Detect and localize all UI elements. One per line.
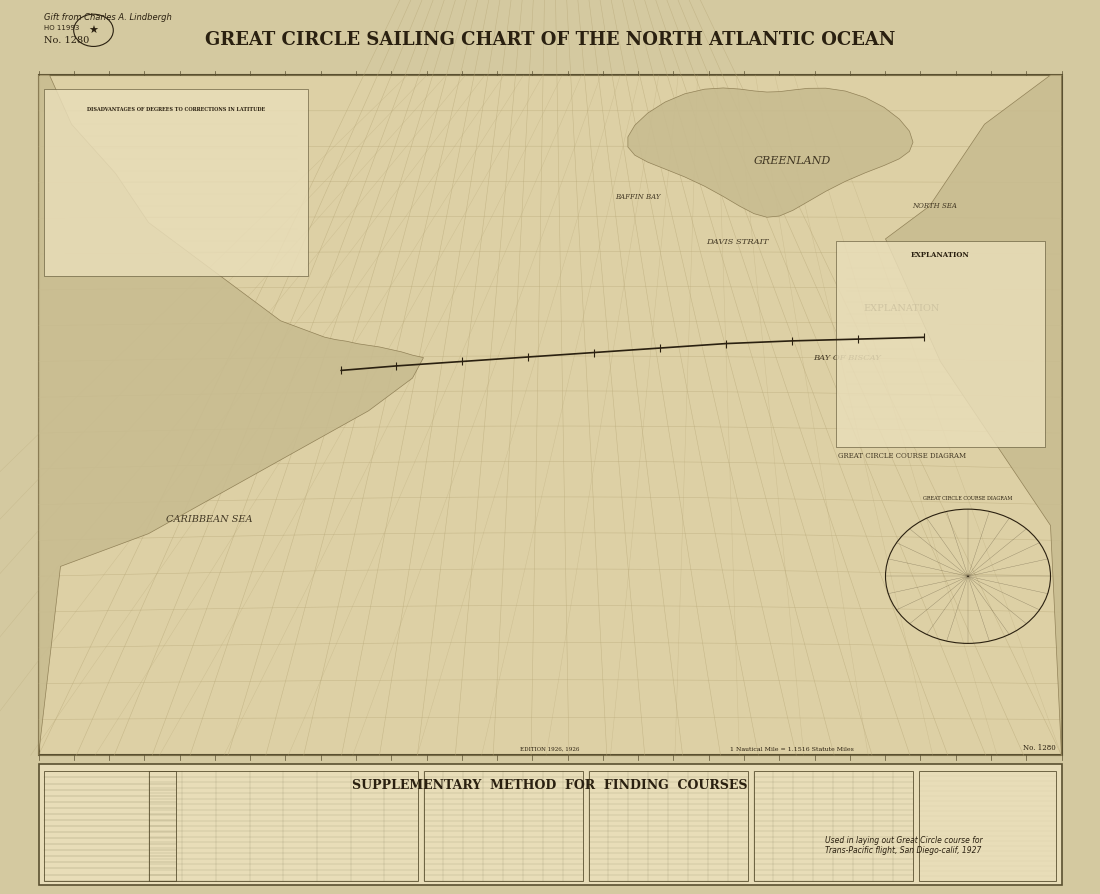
FancyBboxPatch shape bbox=[44, 89, 308, 277]
Text: ★: ★ bbox=[88, 26, 99, 37]
Polygon shape bbox=[886, 76, 1062, 755]
Text: CARIBBEAN SEA: CARIBBEAN SEA bbox=[166, 514, 252, 523]
Bar bbox=[588, 772, 748, 881]
Bar bbox=[148, 772, 418, 881]
Text: GREAT CIRCLE COURSE DIAGRAM: GREAT CIRCLE COURSE DIAGRAM bbox=[838, 452, 966, 460]
Text: BAY OF BISCAY: BAY OF BISCAY bbox=[813, 354, 881, 361]
Bar bbox=[39, 76, 1062, 755]
Polygon shape bbox=[628, 89, 913, 218]
Bar bbox=[44, 772, 176, 881]
Polygon shape bbox=[39, 76, 424, 755]
Bar bbox=[39, 764, 1062, 885]
Bar bbox=[918, 772, 1056, 881]
Text: Gift from Charles A. Lindbergh: Gift from Charles A. Lindbergh bbox=[44, 13, 172, 22]
Bar bbox=[424, 772, 583, 881]
Text: No. 1280: No. 1280 bbox=[44, 36, 89, 45]
Text: EXPLANATION: EXPLANATION bbox=[864, 304, 940, 313]
Text: GREENLAND: GREENLAND bbox=[754, 156, 830, 166]
Text: HO 11993: HO 11993 bbox=[44, 25, 79, 31]
Text: 1 Nautical Mile = 1.1516 Statute Miles: 1 Nautical Mile = 1.1516 Statute Miles bbox=[730, 746, 854, 751]
Text: BAFFIN BAY: BAFFIN BAY bbox=[615, 193, 661, 200]
Text: GREAT CIRCLE SAILING CHART OF THE NORTH ATLANTIC OCEAN: GREAT CIRCLE SAILING CHART OF THE NORTH … bbox=[205, 31, 895, 49]
Text: GREAT CIRCLE COURSE DIAGRAM: GREAT CIRCLE COURSE DIAGRAM bbox=[923, 495, 1013, 501]
Text: EXPLANATION: EXPLANATION bbox=[911, 250, 970, 258]
Text: DAVIS STRAIT: DAVIS STRAIT bbox=[706, 238, 768, 245]
Text: No. 1280: No. 1280 bbox=[1023, 743, 1056, 751]
Text: NORTH SEA: NORTH SEA bbox=[913, 202, 957, 209]
Bar bbox=[754, 772, 913, 881]
Text: SUPPLEMENTARY  METHOD  FOR  FINDING  COURSES: SUPPLEMENTARY METHOD FOR FINDING COURSES bbox=[352, 778, 748, 791]
Text: EDITION 1926, 1926: EDITION 1926, 1926 bbox=[520, 746, 580, 751]
Text: Used in laying out Great Circle course for
Trans-Pacific flight, San Diego-calif: Used in laying out Great Circle course f… bbox=[825, 835, 982, 855]
Text: DISADVANTAGES OF DEGREES TO CORRECTIONS IN LATITUDE: DISADVANTAGES OF DEGREES TO CORRECTIONS … bbox=[87, 107, 265, 113]
FancyBboxPatch shape bbox=[836, 241, 1045, 447]
